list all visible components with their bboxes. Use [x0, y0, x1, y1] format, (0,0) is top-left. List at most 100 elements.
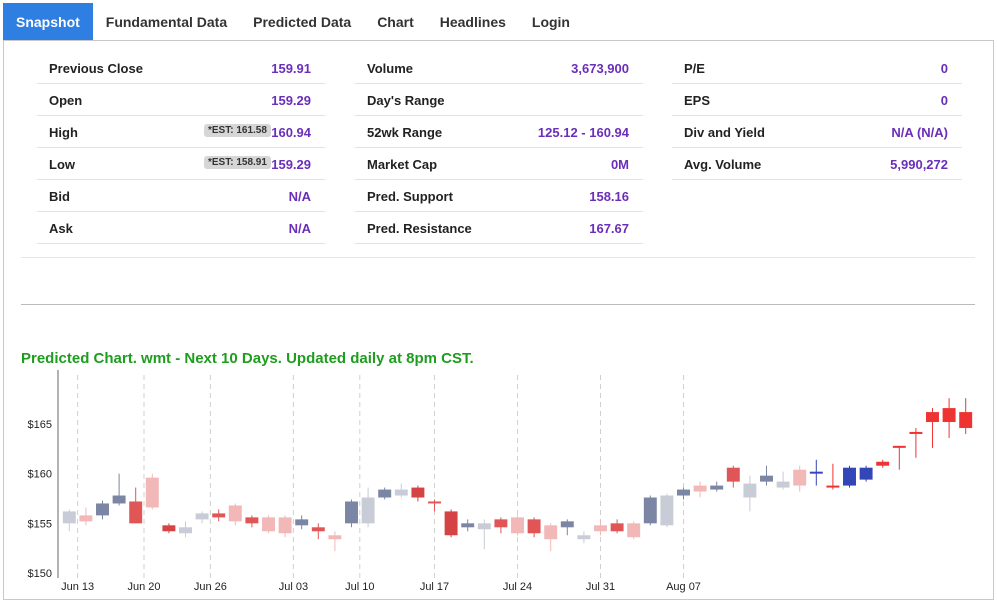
tab-snapshot[interactable]: Snapshot — [3, 3, 93, 41]
quote-column-2: Volume 3,673,900 Day's Range 52wk Range … — [355, 52, 643, 244]
candle-body — [743, 483, 757, 498]
tab-login[interactable]: Login — [531, 14, 570, 30]
candle-body — [793, 469, 807, 486]
candle-body — [477, 523, 491, 530]
y-tick-label: $160 — [28, 469, 52, 481]
candle-body — [677, 489, 690, 496]
candle-body — [295, 519, 309, 526]
stat-row-52wk-range: 52wk Range 125.12 - 160.94 — [355, 116, 643, 148]
stat-value: 0M — [610, 157, 629, 172]
candle-body — [892, 445, 906, 448]
candle-body — [643, 497, 657, 524]
stat-row-high: High *EST: 161.58 160.94 — [37, 116, 325, 148]
x-tick-label: Jun 26 — [194, 581, 227, 593]
candle-body — [959, 412, 973, 428]
x-tick-label: Jul 03 — [279, 581, 308, 593]
stat-row-low: Low *EST: 158.91 159.29 — [37, 148, 325, 180]
candle-body — [179, 527, 192, 534]
stat-label: P/E — [684, 61, 705, 76]
tab-fundamental-data[interactable]: Fundamental Data — [105, 14, 228, 30]
stat-row-open: Open 159.29 — [37, 84, 325, 116]
candle-body — [411, 487, 425, 498]
stat-value: 167.67 — [589, 221, 629, 236]
stat-label: Previous Close — [49, 61, 143, 76]
stat-label: Volume — [367, 61, 413, 76]
divider — [21, 257, 975, 258]
candle-body — [428, 501, 441, 504]
estimate-badge: *EST: 158.91 — [204, 156, 271, 169]
stat-label: High — [49, 125, 78, 140]
candle-body — [843, 467, 856, 486]
candle-body — [710, 485, 724, 490]
stat-label: Low — [49, 157, 75, 172]
tab-predicted-data[interactable]: Predicted Data — [253, 14, 352, 30]
candle-body — [942, 408, 956, 423]
stat-row-pred-support: Pred. Support 158.16 — [355, 180, 643, 212]
y-tick-label: $165 — [28, 419, 52, 431]
candle-body — [378, 489, 392, 498]
candle-body — [278, 517, 292, 534]
stat-label: Div and Yield — [684, 125, 765, 140]
chart-title: Predicted Chart. wmt - Next 10 Days. Upd… — [21, 350, 474, 367]
candle-body — [212, 513, 226, 518]
candle-body — [162, 525, 176, 532]
stat-value: 159.91 — [271, 61, 311, 76]
x-tick-label: Jul 31 — [586, 581, 615, 593]
candle-body — [195, 513, 209, 520]
tab-chart[interactable]: Chart — [377, 14, 414, 30]
x-tick-label: Jun 20 — [127, 581, 160, 593]
stat-label: Bid — [49, 189, 70, 204]
candle-body — [876, 461, 890, 466]
candle-body — [96, 503, 109, 516]
x-tick-label: Jun 13 — [61, 581, 94, 593]
stat-value: 3,673,900 — [571, 61, 629, 76]
candle-body — [726, 467, 740, 482]
candle-body — [909, 431, 923, 434]
stat-label: Day's Range — [367, 93, 445, 108]
candle-body — [228, 505, 242, 522]
x-tick-label: Jul 10 — [345, 581, 374, 593]
estimate-badge: *EST: 161.58 — [204, 124, 271, 137]
candle-body — [361, 497, 375, 524]
candle-body — [809, 471, 823, 474]
stat-label: EPS — [684, 93, 711, 108]
stat-value: 160.94 — [271, 125, 311, 140]
stat-label: Ask — [49, 221, 73, 236]
stat-value: 158.16 — [589, 189, 629, 204]
candle-body — [511, 517, 524, 534]
tab-headlines[interactable]: Headlines — [439, 14, 506, 30]
stat-row-avg-volume: Avg. Volume 5,990,272 — [672, 148, 962, 180]
stat-row-days-range: Day's Range — [355, 84, 643, 116]
x-tick-label: Jul 17 — [420, 581, 449, 593]
candle-body — [394, 489, 408, 496]
candlestick-chart: $150 $155 $160 $165 Jun 13 Jun 20 Jun 26 Jul 03… — [28, 370, 973, 593]
stat-row-ask: Ask N/A — [37, 212, 325, 244]
candle-body — [79, 515, 93, 522]
candle-body — [577, 535, 591, 540]
stat-row-div-yield: Div and Yield N/A (N/A) — [672, 116, 962, 148]
stat-row-pe: P/E 0 — [672, 52, 962, 84]
stat-label: Market Cap — [367, 157, 438, 172]
stat-row-volume: Volume 3,673,900 — [355, 52, 643, 84]
stat-value: 5,990,272 — [890, 157, 948, 172]
candle-body — [544, 525, 558, 540]
candle-body — [560, 521, 574, 528]
quote-column-1: Previous Close 159.91 Open 159.29 High *… — [37, 52, 325, 244]
candle-body — [112, 495, 126, 504]
stat-label: Pred. Resistance — [367, 221, 472, 236]
stat-row-bid: Bid N/A — [37, 180, 325, 212]
candle-body — [660, 495, 674, 526]
stat-value: 0 — [940, 61, 948, 76]
y-tick-label: $150 — [28, 568, 52, 580]
candle-body — [693, 485, 707, 492]
candle-body — [760, 475, 773, 482]
stat-value: 159.29 — [271, 157, 311, 172]
candle-body — [461, 523, 475, 528]
stat-row-previous-close: Previous Close 159.91 — [37, 52, 325, 84]
candle-body — [826, 485, 840, 488]
stat-value: 0 — [940, 93, 948, 108]
candle-body — [328, 535, 342, 540]
candle-body — [627, 523, 641, 538]
candle-body — [527, 519, 541, 534]
stat-row-market-cap: Market Cap 0M — [355, 148, 643, 180]
